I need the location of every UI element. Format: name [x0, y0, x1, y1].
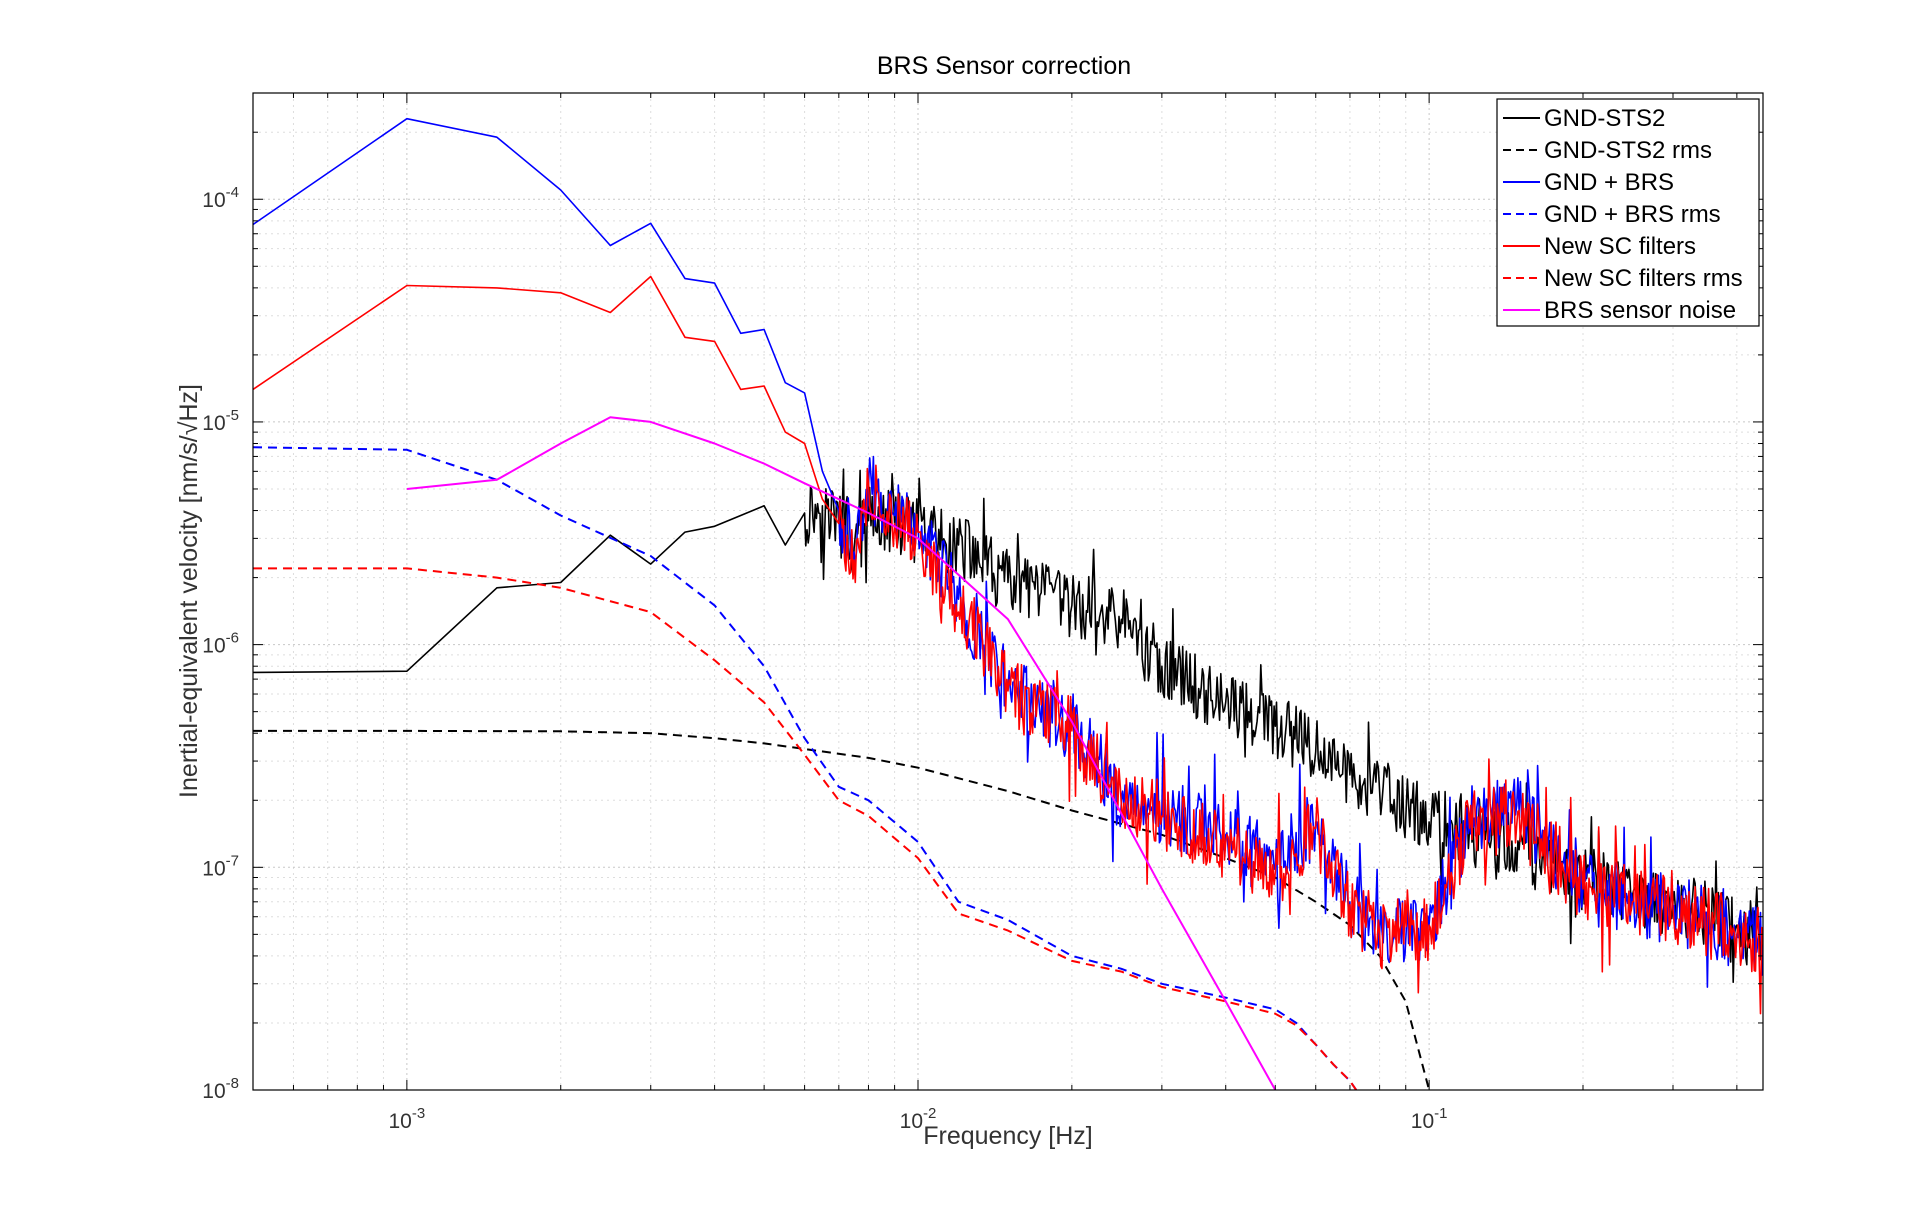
legend-box [1496, 98, 1760, 327]
y-tick-label: 10-4 [202, 184, 239, 212]
plot-area-frame [252, 92, 1764, 1091]
series-line-brs-sensor-noise [406, 416, 1277, 1090]
legend: GND-STS2 GND-STS2 rms GND + BRS GND + BRS r… [1496, 98, 1760, 327]
tick-labels: 10-3 10-2 10-1 10-8 10-7 10-6 10-5 10-4 [202, 184, 1447, 1133]
legend-label-gnd-brs-rms: GND + BRS rms [1544, 201, 1721, 228]
series-line-gnd-brs-rms [253, 446, 1358, 1090]
x-tick-label: 10-2 [900, 1105, 937, 1133]
x-tick-label: 10-3 [389, 1105, 426, 1133]
series-line-new-sc-filters-rms [253, 567, 1358, 1090]
y-tick-label: 10-5 [202, 407, 239, 435]
y-axis-label: Inertial-equivalent velocity [nm/s/√Hz] [175, 384, 203, 798]
legend-label-new-sc-filters: New SC filters [1544, 233, 1696, 260]
y-tick-label: 10-7 [202, 852, 239, 880]
legend-label-gnd-sts2: GND-STS2 [1544, 105, 1665, 132]
ticks [252, 93, 1763, 1091]
y-tick-label: 10-6 [202, 630, 239, 658]
series-line-new-sc-filters [253, 275, 1763, 1015]
chart-title: BRS Sensor correction [877, 52, 1131, 80]
series-layer [253, 117, 1763, 1090]
x-tick-label: 10-1 [1411, 1105, 1448, 1133]
y-tick-label: 10-8 [202, 1075, 239, 1103]
legend-label-gnd-brs: GND + BRS [1544, 169, 1674, 196]
legend-entries: GND-STS2 GND-STS2 rms GND + BRS GND + BRS r… [1503, 105, 1743, 324]
legend-label-brs-sensor-noise: BRS sensor noise [1544, 297, 1736, 324]
x-axis-label: Frequency [Hz] [923, 1122, 1093, 1150]
legend-label-new-sc-filters-rms: New SC filters rms [1544, 265, 1743, 292]
legend-label-gnd-sts2-rms: GND-STS2 rms [1544, 137, 1712, 164]
